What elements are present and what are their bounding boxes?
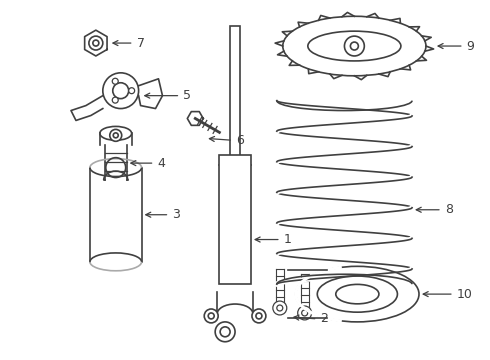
- Text: 1: 1: [284, 233, 292, 246]
- Circle shape: [208, 313, 214, 319]
- Circle shape: [252, 309, 266, 323]
- Text: 3: 3: [172, 208, 180, 221]
- Text: 8: 8: [445, 203, 453, 216]
- Circle shape: [277, 305, 283, 311]
- Circle shape: [113, 83, 129, 99]
- Text: 9: 9: [467, 40, 475, 53]
- Circle shape: [302, 310, 308, 316]
- Circle shape: [112, 78, 118, 84]
- Circle shape: [89, 36, 103, 50]
- FancyBboxPatch shape: [219, 155, 251, 284]
- Circle shape: [220, 327, 230, 337]
- Text: 2: 2: [320, 312, 328, 325]
- Circle shape: [204, 309, 218, 323]
- Circle shape: [350, 42, 358, 50]
- Circle shape: [256, 313, 262, 319]
- Text: 4: 4: [157, 157, 165, 170]
- Circle shape: [112, 97, 118, 103]
- Text: 6: 6: [236, 134, 244, 147]
- Circle shape: [113, 133, 118, 138]
- Text: 5: 5: [183, 89, 192, 102]
- Circle shape: [273, 301, 287, 315]
- Text: 10: 10: [457, 288, 473, 301]
- Circle shape: [103, 73, 139, 109]
- Circle shape: [344, 36, 365, 56]
- Text: 7: 7: [137, 37, 145, 50]
- FancyBboxPatch shape: [230, 26, 240, 175]
- Circle shape: [215, 322, 235, 342]
- Circle shape: [110, 129, 122, 141]
- Circle shape: [93, 40, 99, 46]
- Circle shape: [298, 306, 312, 320]
- Circle shape: [129, 88, 135, 94]
